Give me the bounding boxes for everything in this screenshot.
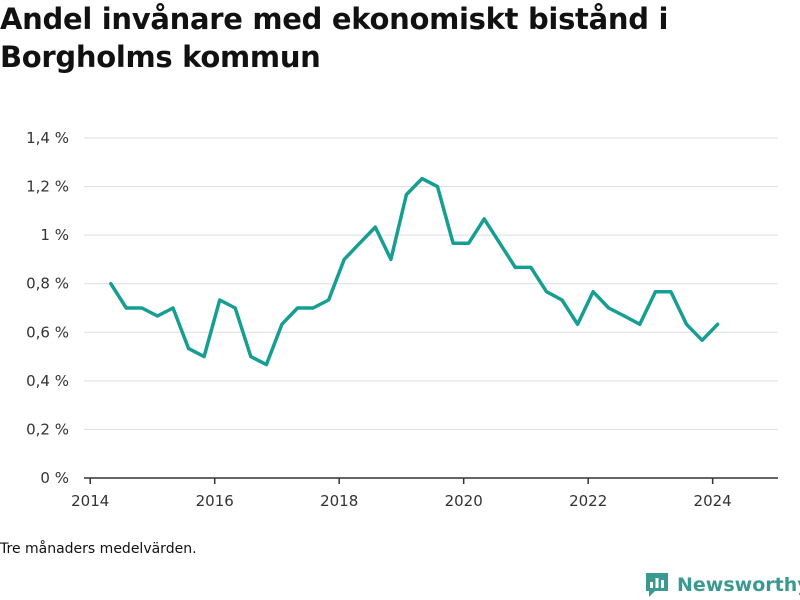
x-tick-label: 2022 [569,492,607,510]
x-axis: 2014 2016 2018 2020 2022 2024 [71,477,778,510]
y-tick-label: 0,8 % [26,275,69,293]
x-tick-label: 2020 [445,492,483,510]
y-tick-label: 1,2 % [26,178,69,196]
x-tick-label: 2016 [196,492,234,510]
chart-title: Andel invånare med ekonomiskt bistånd i … [0,2,669,74]
x-tick-label: 2024 [694,492,732,510]
series-line [109,176,720,367]
series-group [109,176,720,367]
y-tick-label: 0,2 % [26,420,69,438]
brand-logo[interactable]: Newsworthy [644,570,800,600]
chart-note: Tre månaders medelvärden. [0,541,197,557]
y-tick-label: 0,4 % [26,372,69,390]
x-tick-label: 2014 [71,492,109,510]
y-axis-tick-labels: 0 % 0,2 % 0,4 % 0,6 % 0,8 % 1 % 1,2 % 1,4 % [26,129,69,487]
y-tick-label: 0 % [40,469,69,487]
y-tick-label: 0,6 % [26,323,69,341]
y-tick-label: 1 % [40,226,69,244]
line-chart: 0 % 0,2 % 0,4 % 0,6 % 0,8 % 1 % 1,2 % 1,4 % 201… [26,129,778,510]
gridlines [84,137,778,430]
newsworthy-logo-icon [646,573,668,597]
y-tick-label: 1,4 % [26,129,69,147]
x-tick-label: 2018 [320,492,358,510]
brand-name: Newsworthy [677,574,800,596]
